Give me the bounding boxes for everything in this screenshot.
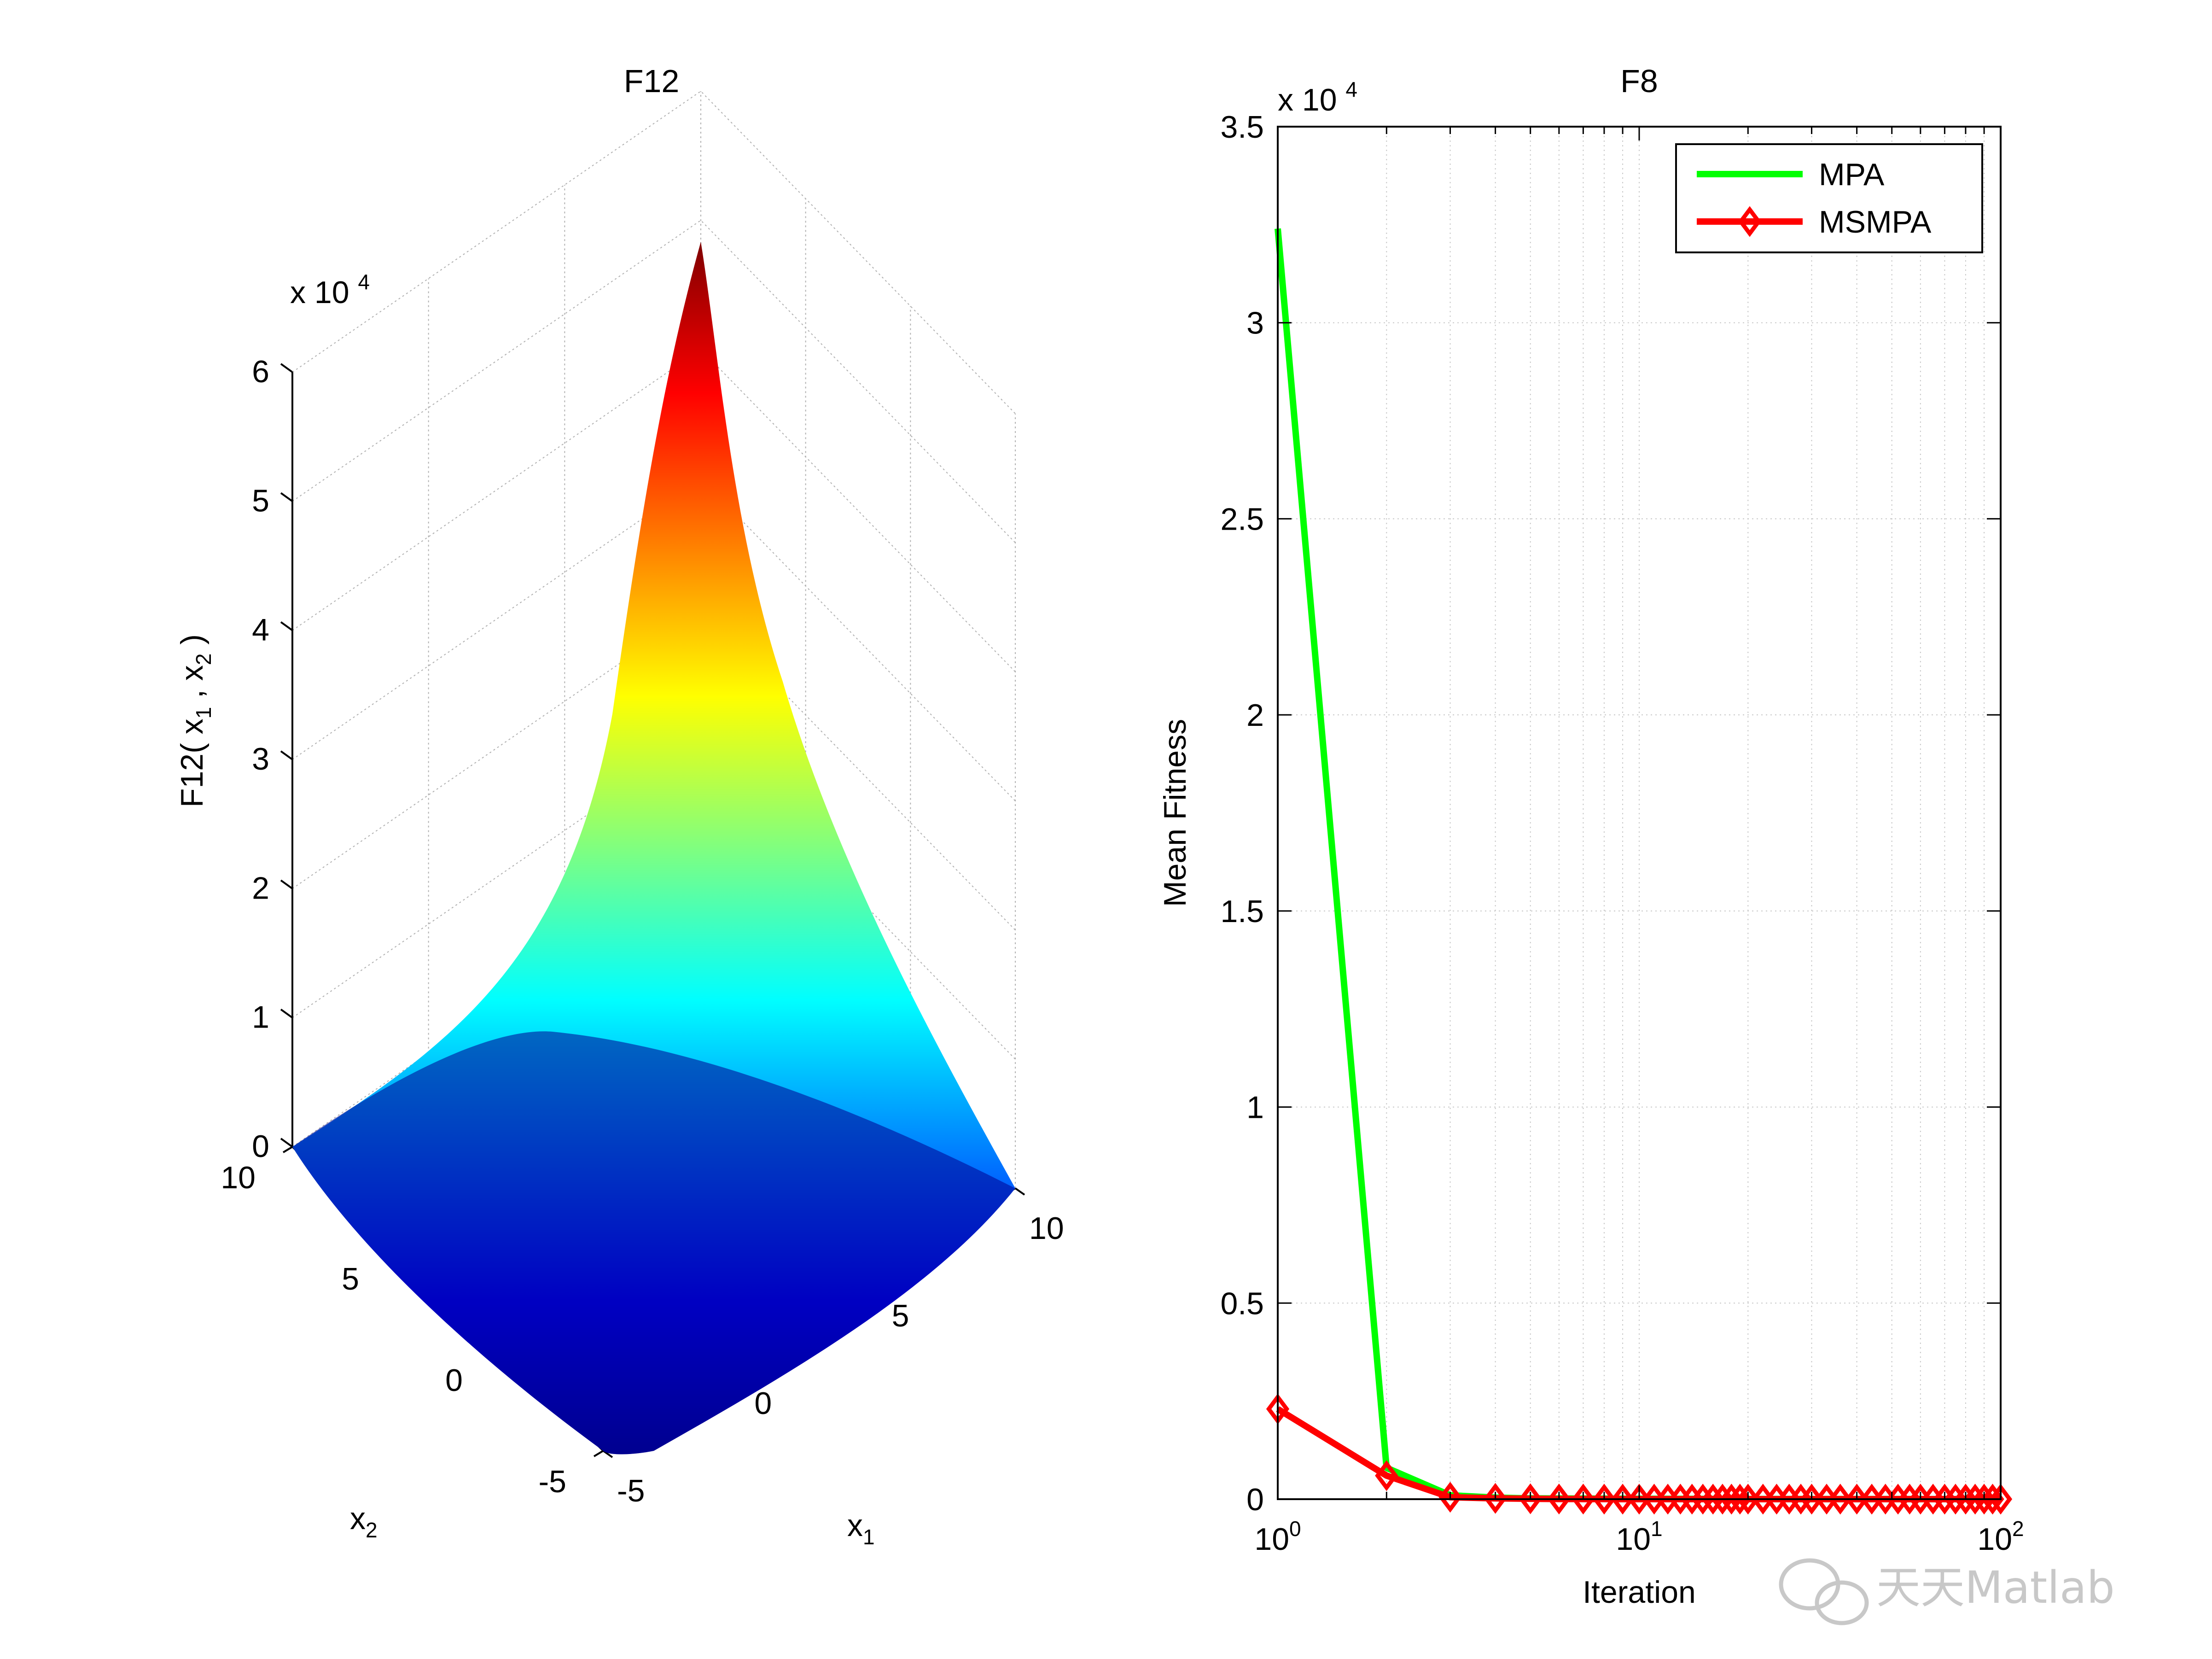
- z-tick: [280, 363, 293, 373]
- surface-labels: 0 1 2 3 4 5 6 x 10 4 -5 0 5 10 -5 0 5 10 F12 x2 x1 F12( x1 …: [175, 63, 1064, 1549]
- legend-label-msmpa: MSMPA: [1819, 204, 1932, 240]
- x1-tick: [602, 1450, 613, 1458]
- y-multiplier: x 10 4: [1278, 77, 1357, 117]
- series-marker-msmpa: [1981, 1484, 2004, 1515]
- x2-tick-label: 0: [445, 1363, 463, 1398]
- series-marker-msmpa: [1989, 1484, 2013, 1515]
- z-multiplier: x 10 4: [290, 270, 370, 310]
- x1-tick-label: 0: [754, 1386, 772, 1421]
- series-marker-msmpa: [1720, 1484, 1743, 1515]
- line-chart: 0 0.5 1 1.5 2 2.5 3 3.5 100 101 102 x 10 4 F8 Iterati…: [1158, 63, 2024, 1610]
- series-marker-msmpa: [1519, 1483, 1542, 1514]
- series-marker-msmpa: [1484, 1483, 1507, 1514]
- legend: MPA MSMPA: [1675, 143, 1983, 253]
- series-marker-msmpa: [1963, 1484, 1987, 1515]
- series-marker-msmpa: [1438, 1482, 1462, 1513]
- series-marker-msmpa: [1828, 1484, 1852, 1515]
- series-marker-msmpa: [1611, 1484, 1635, 1515]
- surface-low-region: [292, 1031, 1015, 1455]
- y-tick-label: 2.5: [1220, 502, 1264, 537]
- z-tick-label: 6: [252, 354, 269, 389]
- x1-tick: [1014, 1187, 1025, 1196]
- x2-tick-label: -5: [539, 1464, 566, 1499]
- x2-tick-label: 10: [221, 1160, 256, 1195]
- x2-axis-label: x2: [350, 1501, 378, 1542]
- series-marker-msmpa: [1547, 1484, 1571, 1515]
- wechat-icon: [1779, 1558, 1869, 1625]
- series-marker-msmpa: [1972, 1484, 1996, 1515]
- z-tick-label: 0: [252, 1129, 269, 1164]
- watermark: 天天Matlab: [1779, 1558, 2115, 1625]
- series-marker-msmpa: [1845, 1484, 1869, 1515]
- z-tick-label: 4: [252, 613, 269, 648]
- series-marker-msmpa: [1800, 1484, 1823, 1515]
- series-marker-msmpa: [1592, 1484, 1616, 1515]
- y-tick-label: 3.5: [1220, 110, 1264, 145]
- z-tick: [280, 879, 293, 889]
- z-tick: [280, 1009, 293, 1019]
- z-tick-label: 3: [252, 742, 269, 777]
- y-tick-label: 0: [1246, 1482, 1264, 1517]
- x2-tick-label: 5: [342, 1262, 359, 1297]
- legend-box: [1675, 143, 1983, 253]
- z-tick: [280, 621, 293, 631]
- z-tick: [280, 750, 293, 760]
- series-marker-msmpa: [1711, 1484, 1735, 1515]
- legend-marker: [1738, 206, 1762, 237]
- series-marker-msmpa: [1728, 1484, 1752, 1515]
- y-tick-label: 1.5: [1220, 894, 1264, 929]
- z-tick-label: 2: [252, 870, 269, 905]
- series-marker-msmpa: [1627, 1484, 1651, 1515]
- x1-tick-label: -5: [617, 1473, 645, 1508]
- x-axis-label: Iteration: [1583, 1575, 1696, 1610]
- legend-label-mpa: MPA: [1819, 157, 1885, 192]
- x2-tick: [282, 1146, 293, 1153]
- x1-axis-label: x1: [847, 1508, 875, 1549]
- x2-tick: [593, 1450, 604, 1457]
- x-tick-label: 100: [1254, 1517, 1301, 1557]
- z-tick-label: 5: [252, 483, 269, 518]
- watermark-text: 天天Matlab: [1876, 1562, 2115, 1613]
- x1-tick-label: 5: [892, 1298, 909, 1333]
- series-marker-msmpa: [1375, 1460, 1398, 1491]
- y-axis-label: Mean Fitness: [1158, 719, 1193, 907]
- x-tick-label: 101: [1616, 1517, 1662, 1557]
- y-tick-label: 0.5: [1220, 1286, 1264, 1321]
- y-tick-label: 2: [1246, 698, 1264, 733]
- x-tick-label: 102: [1977, 1517, 2024, 1557]
- z-axis-label: F12( x1 , x2 ): [175, 634, 215, 807]
- series-marker-msmpa: [1736, 1484, 1760, 1515]
- line-title: F8: [1620, 63, 1658, 99]
- y-tick-label: 3: [1246, 306, 1264, 341]
- y-tick-label: 1: [1246, 1090, 1264, 1125]
- x1-tick-label: 10: [1029, 1211, 1064, 1246]
- surface-chart: 0 1 2 3 4 5 6 x 10 4 -5 0 5 10 -5 0 5 10 F12 x2 x1 F12( x1 …: [175, 63, 1064, 1549]
- series-marker-msmpa: [1572, 1484, 1595, 1515]
- surface-title: F12: [624, 63, 680, 99]
- z-tick: [280, 1138, 293, 1148]
- line-ticks: 0 0.5 1 1.5 2 2.5 3 3.5 100 101 102 x 10 4 F8 Iterati…: [1158, 63, 2024, 1610]
- z-tick: [280, 492, 293, 502]
- z-tick-label: 1: [252, 1000, 269, 1035]
